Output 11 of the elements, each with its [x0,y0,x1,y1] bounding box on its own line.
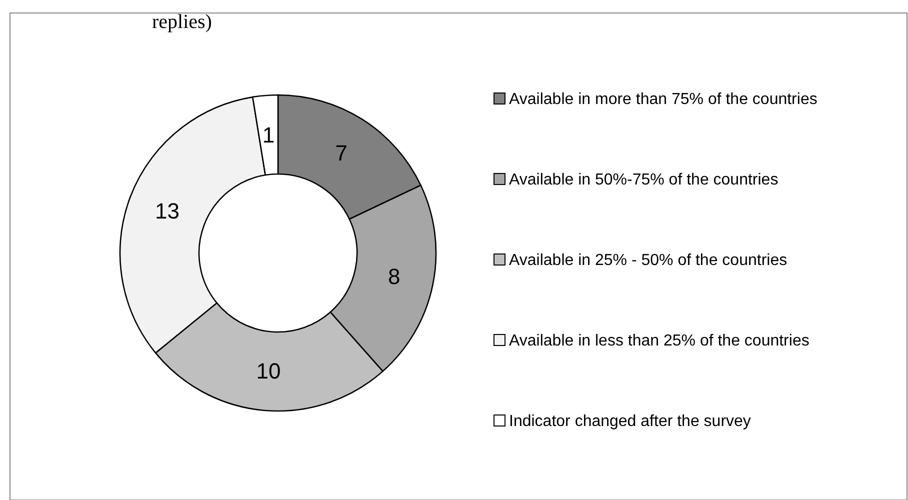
chart-title: replies) [152,11,212,33]
legend-label: Available in 25% - 50% of the countries [509,252,788,269]
legend-label: Available in 50%-75% of the countries [509,172,778,188]
data-label: 10 [256,358,281,384]
legend-label: Available in less than 25% of the countries [509,332,810,350]
legend-label: Available in more than 75% of the countries [509,91,818,108]
data-label: 1 [262,122,275,148]
data-label: 8 [388,264,400,290]
legend-label: Indicator changed after the survey [509,413,751,430]
data-label: 7 [335,140,348,166]
data-label: 13 [154,198,180,224]
